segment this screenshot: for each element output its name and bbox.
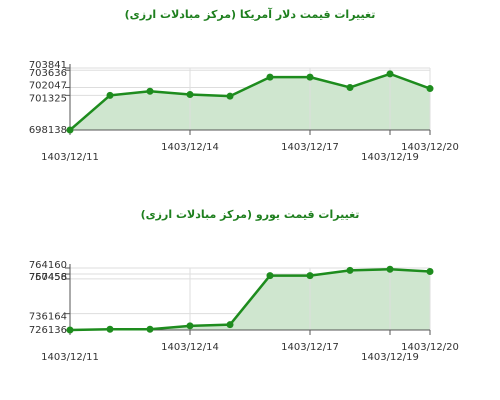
- euro-data-point: [66, 326, 74, 334]
- euro-data-point: [226, 321, 234, 329]
- euro-x-tick-label: 1403/12/14: [161, 342, 219, 353]
- dollar-data-point: [266, 73, 274, 81]
- euro-series-line: [69, 267, 431, 332]
- euro-data-point: [146, 325, 154, 333]
- dollar-y-tick-label: 701325: [29, 93, 67, 104]
- euro-y-tick-label: 757456: [29, 272, 67, 283]
- dollar-data-point: [426, 85, 434, 93]
- dollar-data-point: [386, 70, 394, 78]
- dollar-data-point: [66, 126, 74, 134]
- euro-data-point: [386, 265, 394, 273]
- euro-x-tick-label: 1403/12/19: [361, 352, 419, 363]
- euro-data-point: [306, 272, 314, 280]
- dollar-data-point: [306, 73, 314, 81]
- euro-x-tick-label: 1403/12/20: [401, 342, 459, 353]
- dollar-y-tick-label: 703841: [29, 60, 67, 71]
- dollar-y-tick-label: 698138: [29, 125, 67, 136]
- dollar-x-tick-label: 1403/12/17: [281, 142, 339, 153]
- dollar-y-tick-label: 703636: [29, 68, 67, 79]
- dollar-data-point: [106, 91, 114, 99]
- dollar-data-point: [186, 91, 194, 99]
- euro-data-point: [266, 272, 274, 280]
- euro-area: [70, 269, 430, 330]
- euro-y-tick-label: 736164: [29, 312, 67, 323]
- euro-y-tick-label: 760458: [29, 272, 67, 283]
- dollar-series-line: [69, 72, 431, 131]
- euro-data-point: [426, 268, 434, 276]
- dollar-data-point: [146, 87, 154, 95]
- euro-data-point: [106, 325, 114, 333]
- euro-x-tick-label: 1403/12/11: [41, 352, 99, 363]
- euro-data-point: [346, 266, 354, 274]
- dollar-x-tick-label: 1403/12/11: [41, 152, 99, 163]
- euro-data-point: [186, 322, 194, 330]
- dollar-y-tick-label: 702047: [29, 81, 67, 92]
- dollar-x-tick-label: 1403/12/19: [361, 152, 419, 163]
- euro-y-tick-label: 726136: [29, 325, 67, 336]
- dollar-x-tick-label: 1403/12/14: [161, 142, 219, 153]
- euro-x-tick-label: 1403/12/17: [281, 342, 339, 353]
- euro-y-tick-label: 764160: [29, 260, 67, 271]
- dollar-area: [70, 73, 430, 130]
- dollar-data-point: [346, 83, 354, 91]
- dollar-x-tick-label: 1403/12/20: [401, 142, 459, 153]
- chart-title-euro: تغییرات قیمت یورو (مرکز مبادلات ارزی): [140, 208, 360, 221]
- dollar-data-point: [226, 92, 234, 100]
- chart-title-dollar: تغییرات قیمت دلار آمریکا (مرکز مبادلات ا…: [124, 8, 376, 21]
